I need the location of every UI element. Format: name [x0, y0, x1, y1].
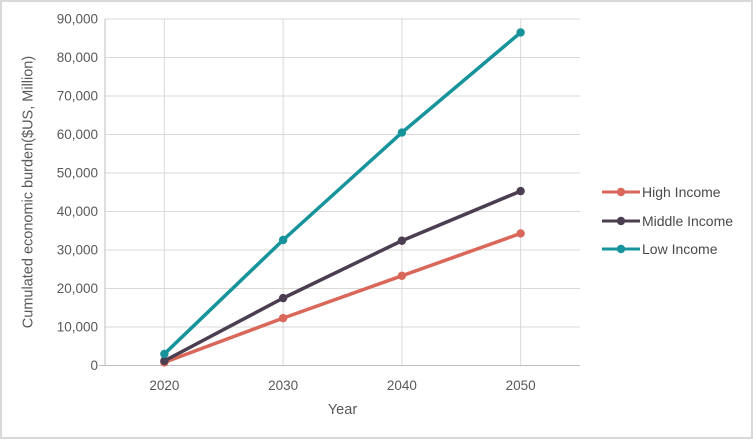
y-tick-label: 0: [90, 358, 98, 373]
x-tick-label: 2030: [268, 378, 298, 393]
y-axis-title: Cumulated economic burden($US, Million): [20, 55, 36, 329]
legend-marker-middle-income: [602, 216, 640, 225]
series-line-middle-income: [162, 189, 523, 363]
data-point-middle-income-2020: [160, 356, 169, 366]
legend-label-middle-income: Middle Income: [642, 212, 734, 229]
legend-item-middle-income: Middle Income: [602, 207, 733, 236]
data-point-low-income-2040: [397, 128, 407, 137]
y-tick-label: 60,000: [57, 127, 98, 142]
legend-item-high-income: High Income: [602, 178, 733, 207]
series-line-high-income: [162, 231, 523, 365]
data-point-middle-income-2050: [516, 186, 525, 196]
data-point-low-income-2020: [160, 349, 169, 359]
legend-item-low-income: Low Income: [602, 235, 733, 264]
data-point-low-income-2030: [278, 235, 288, 245]
legend-label-high-income: High Income: [642, 184, 721, 201]
data-point-middle-income-2030: [278, 293, 288, 303]
y-tick-label: 10,000: [57, 320, 98, 335]
legend: High Income Middle Income Low Income: [602, 178, 733, 264]
y-tick-label: 70,000: [57, 89, 98, 104]
data-point-high-income-2030: [278, 313, 288, 323]
x-tick-label: 2050: [506, 378, 536, 393]
data-point-high-income-2050: [516, 229, 525, 238]
legend-label-low-income: Low Income: [642, 241, 718, 258]
x-axis-title: Year: [327, 402, 358, 418]
y-tick-label: 30,000: [57, 243, 98, 258]
legend-marker-low-income: [602, 245, 640, 254]
data-point-high-income-2040: [397, 271, 407, 280]
y-tick-label: 90,000: [57, 12, 98, 27]
legend-marker-high-income: [602, 188, 640, 197]
y-tick-label: 50,000: [57, 166, 98, 181]
x-tick-label: 2040: [387, 378, 417, 393]
series-line-low-income: [162, 30, 523, 356]
x-tick-label: 2020: [149, 378, 179, 393]
y-tick-label: 40,000: [57, 204, 98, 219]
data-point-low-income-2050: [516, 28, 525, 37]
data-point-middle-income-2040: [397, 236, 407, 245]
y-tick-label: 80,000: [57, 50, 98, 65]
y-tick-label: 20,000: [57, 281, 98, 296]
